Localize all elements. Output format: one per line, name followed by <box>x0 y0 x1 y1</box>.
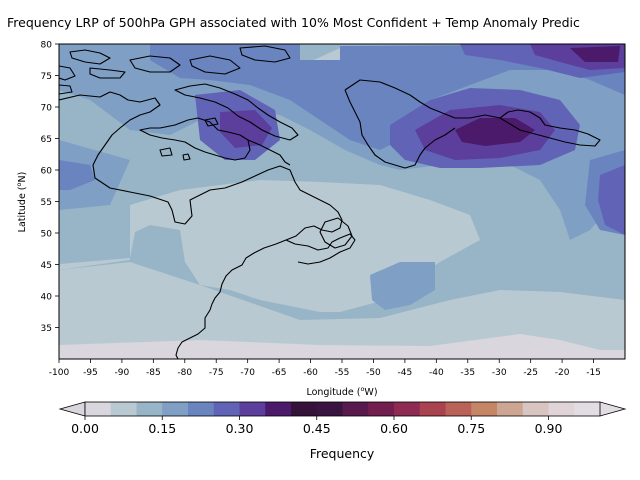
colorbar-frame <box>84 401 601 417</box>
colorbar-swatch <box>162 402 189 416</box>
colorbar: 0.00 0.15 0.30 0.45 0.60 0.75 0.90 <box>58 401 627 436</box>
colorbar-swatch <box>136 402 163 416</box>
colorbar-tick-label: 0.30 <box>226 421 254 436</box>
colorbar-swatch <box>445 402 472 416</box>
colorbar-swatch <box>471 402 498 416</box>
x-tick-label: -15 <box>586 368 601 378</box>
coastline-north-america <box>59 91 343 359</box>
colorbar-swatch <box>342 402 369 416</box>
coastline-nova-scotia <box>285 233 356 265</box>
coastline-greenland <box>344 79 601 147</box>
y-tick-label: 80 <box>41 41 53 51</box>
colorbar-swatch <box>239 402 266 416</box>
colorbar-tick-label: 0.45 <box>303 421 331 436</box>
y-tick-label: 45 <box>41 261 52 271</box>
field-contour-low-se <box>59 262 625 359</box>
x-axis: -100 -95 -90 -85 -80 -75 -70 -65 -60 -55 -50 -45 -40… <box>49 359 601 378</box>
y-tick-label: 50 <box>41 230 53 240</box>
x-tick-label: -65 <box>272 368 287 378</box>
colorbar-swatch <box>265 402 292 416</box>
coastline-labrador <box>247 139 291 166</box>
field-contour-lowest <box>59 334 625 359</box>
y-tick-label: 60 <box>41 167 53 177</box>
y-tick-label: 55 <box>41 198 52 208</box>
y-tick-label: 35 <box>41 324 52 334</box>
coastline-newfoundland <box>319 217 353 249</box>
colorbar-swatch <box>188 402 215 416</box>
x-tick-label: -80 <box>177 368 192 378</box>
field-contour-peak-w <box>220 110 272 148</box>
field-contour-high-n <box>150 44 625 150</box>
colorbar-swatch <box>213 402 240 416</box>
coastline-hudson-bay <box>139 117 251 161</box>
x-tick-label: -45 <box>398 368 413 378</box>
colorbar-tick-label: 0.75 <box>457 421 485 436</box>
x-tick-label: -25 <box>523 368 538 378</box>
colorbar-tick-label: 0.90 <box>535 421 563 436</box>
x-tick-label: -95 <box>83 368 98 378</box>
x-tick-label: -90 <box>115 368 130 378</box>
x-tick-label: -75 <box>209 368 224 378</box>
y-tick-label: 40 <box>41 293 53 303</box>
colorbar-swatch <box>291 402 318 416</box>
colorbar-swatch <box>497 402 524 416</box>
colorbar-tick-label: 0.00 <box>71 421 99 436</box>
x-tick-label: -35 <box>460 368 475 378</box>
colorbar-swatch <box>394 402 421 416</box>
colorbar-label: Frequency <box>310 446 375 461</box>
y-axis: 35 40 45 50 55 60 65 70 75 80 <box>41 41 59 334</box>
field-contour-max-ne <box>570 46 620 62</box>
coastline-baffin <box>174 83 299 141</box>
colorbar-swatch <box>419 402 446 416</box>
colorbar-swatch <box>522 402 549 416</box>
coastline-islands-small <box>159 117 219 161</box>
colorbar-swatch <box>316 402 343 416</box>
x-tick-label: -100 <box>49 368 70 378</box>
colorbar-tick-label: 0.15 <box>148 421 176 436</box>
x-tick-label: -50 <box>366 368 381 378</box>
field-contour-higher-e <box>598 165 625 235</box>
x-tick-label: -60 <box>303 368 318 378</box>
field-contour-mid-se <box>370 262 435 310</box>
field-contour-high-w <box>59 160 95 190</box>
coastline-greenland-south <box>344 89 456 169</box>
colorbar-extend-max <box>599 401 627 417</box>
coastline-arctic-islands <box>59 45 291 95</box>
y-axis-label: Latitude (oN) <box>15 172 28 233</box>
y-tick-label: 65 <box>41 135 52 145</box>
x-tick-label: -70 <box>240 368 255 378</box>
colorbar-tick-label: 0.60 <box>380 421 408 436</box>
x-tick-label: -55 <box>335 368 350 378</box>
chart-title: Frequency LRP of 500hPa GPH associated w… <box>7 15 580 30</box>
colorbar-extend-min <box>58 401 86 417</box>
colorbar-swatch <box>548 402 575 416</box>
x-tick-label: -30 <box>492 368 507 378</box>
colorbar-swatch <box>110 402 137 416</box>
coastlines <box>59 45 601 359</box>
colorbar-swatch <box>368 402 395 416</box>
y-tick-label: 75 <box>41 72 52 82</box>
x-axis-label: Longitude (oW) <box>306 385 377 398</box>
plot-area <box>59 44 625 359</box>
y-tick-label: 70 <box>41 104 53 114</box>
colorbar-swatch <box>574 402 601 416</box>
x-tick-label: -40 <box>429 368 444 378</box>
x-tick-label: -85 <box>146 368 161 378</box>
colorbar-swatch <box>85 402 112 416</box>
x-tick-label: -20 <box>555 368 570 378</box>
field-contour-max-e <box>455 118 535 146</box>
